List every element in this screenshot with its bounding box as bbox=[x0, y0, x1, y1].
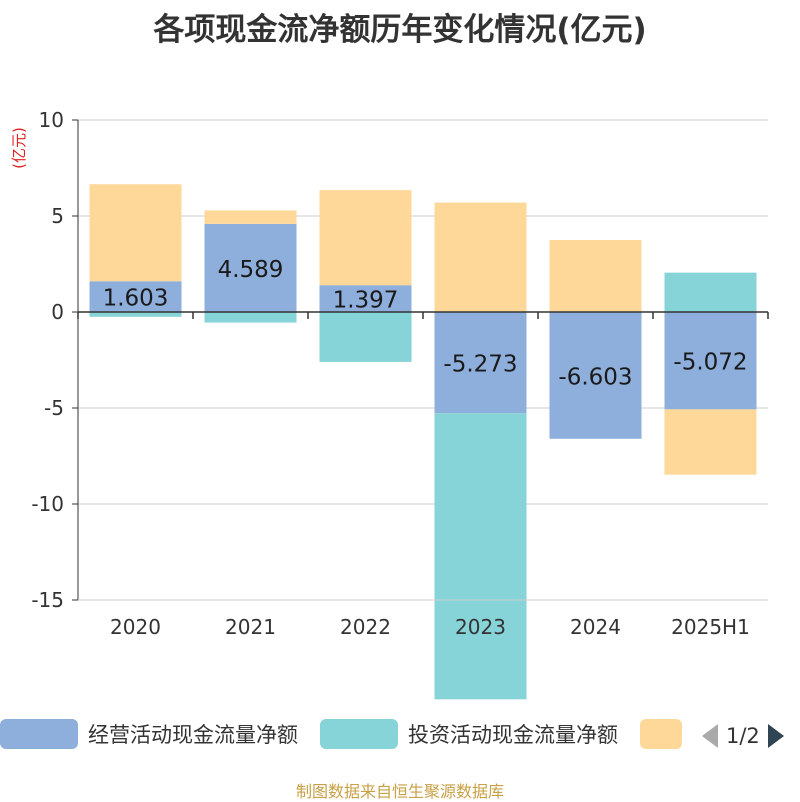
bar-segment bbox=[319, 312, 412, 362]
pager-text: 1/2 bbox=[726, 724, 760, 748]
y-tick-label: 5 bbox=[51, 204, 64, 228]
bar-segment bbox=[664, 312, 757, 410]
bar-segment bbox=[434, 413, 527, 700]
bar-segment bbox=[204, 223, 297, 312]
bar-segment bbox=[204, 312, 297, 323]
chart-title: 各项现金流净额历年变化情况(亿元) bbox=[153, 12, 647, 48]
data-label: -5.072 bbox=[673, 350, 747, 376]
y-tick-label: 0 bbox=[51, 300, 64, 324]
pager-next-icon[interactable] bbox=[766, 722, 786, 750]
bar-segment bbox=[549, 312, 642, 439]
data-label: 4.589 bbox=[218, 257, 284, 283]
bar-segment bbox=[89, 184, 182, 282]
data-label: 1.397 bbox=[333, 288, 399, 314]
legend-label-investing: 投资活动现金流量净额 bbox=[408, 723, 618, 747]
data-label: 1.603 bbox=[103, 286, 169, 312]
bar-segment bbox=[319, 285, 412, 312]
bar-segment bbox=[89, 312, 182, 317]
x-tick-label: 2025H1 bbox=[671, 615, 750, 639]
x-tick-label: 2023 bbox=[455, 615, 506, 639]
legend-pager: 1/2 bbox=[700, 718, 786, 754]
y-tick-label: -15 bbox=[31, 588, 64, 612]
x-tick-label: 2024 bbox=[570, 615, 621, 639]
bar-segment bbox=[319, 190, 412, 286]
legend-swatch-investing bbox=[320, 719, 398, 749]
bar-segment bbox=[664, 272, 757, 312]
data-label: -5.273 bbox=[443, 352, 517, 378]
x-tick-label: 2021 bbox=[225, 615, 276, 639]
legend-swatch-financing bbox=[640, 719, 682, 749]
y-tick-label: -5 bbox=[44, 396, 64, 420]
y-tick-label: -10 bbox=[31, 492, 64, 516]
legend-label-operating: 经营活动现金流量净额 bbox=[88, 723, 298, 747]
y-axis-unit: (亿元) bbox=[10, 127, 28, 169]
y-tick-label: 10 bbox=[39, 108, 64, 132]
bar-segment bbox=[204, 210, 297, 224]
data-labels: 1.603 4.589 1.397 -5.273 -6.603 -5.072 bbox=[103, 257, 748, 390]
legend-item-investing[interactable]: 投资活动现金流量净额 bbox=[320, 716, 618, 752]
axes: -15 -10 -5 0 5 10 2020 2021 2022 2023 2024 2025H1 bbox=[31, 108, 769, 639]
bar-segment bbox=[664, 409, 757, 475]
x-tick-label: 2022 bbox=[340, 615, 391, 639]
legend-swatch-operating bbox=[0, 719, 78, 749]
legend-item-operating[interactable]: 经营活动现金流量净额 bbox=[0, 716, 298, 752]
legend-item-financing[interactable] bbox=[640, 716, 682, 752]
pager-prev-icon[interactable] bbox=[700, 722, 720, 750]
source-note: 制图数据来自恒生聚源数据库 bbox=[295, 782, 504, 801]
bar-segment bbox=[549, 240, 642, 312]
bars bbox=[89, 184, 757, 700]
bar-segment bbox=[89, 281, 182, 312]
x-tick-label: 2020 bbox=[110, 615, 161, 639]
bar-segment bbox=[434, 312, 527, 414]
data-label: -6.603 bbox=[558, 364, 632, 390]
bar-segment bbox=[434, 202, 527, 312]
